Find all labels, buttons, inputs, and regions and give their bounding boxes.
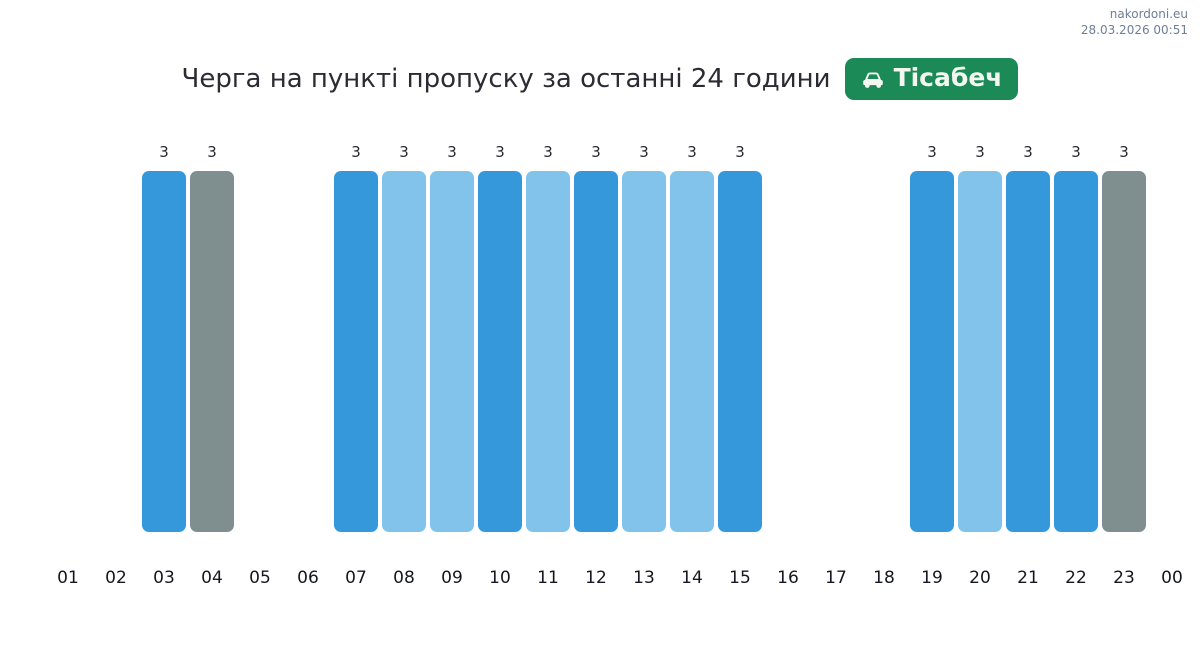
bar-value-03: 3	[159, 143, 169, 161]
bar-value-14: 3	[687, 143, 697, 161]
x-axis-tick-03: 03	[153, 568, 175, 588]
bar-value-23: 3	[1119, 143, 1129, 161]
bar-22[interactable]	[1054, 171, 1098, 532]
bar-07[interactable]	[334, 171, 378, 532]
watermark-site: nakordoni.eu	[1109, 7, 1188, 21]
x-axis-tick-12: 12	[585, 568, 607, 588]
bar-23[interactable]	[1102, 171, 1146, 532]
x-axis-tick-18: 18	[873, 568, 895, 588]
bar-value-22: 3	[1071, 143, 1081, 161]
bar-slot-15: 3 15	[716, 0, 764, 651]
x-axis-tick-01: 01	[57, 568, 79, 588]
bar-value-07: 3	[351, 143, 361, 161]
bar-slot-13: 3 13	[620, 0, 668, 651]
x-axis-tick-06: 06	[297, 568, 319, 588]
bar-slot-22: 3 22	[1052, 0, 1100, 651]
x-axis-tick-20: 20	[969, 568, 991, 588]
bar-04[interactable]	[190, 171, 234, 532]
watermark: nakordoni.eu 28.03.2026 00:51	[1081, 6, 1188, 38]
bar-value-08: 3	[399, 143, 409, 161]
bar-19[interactable]	[910, 171, 954, 532]
bar-slot-05: 05	[236, 0, 284, 651]
bar-slot-08: 3 08	[380, 0, 428, 651]
bar-value-21: 3	[1023, 143, 1033, 161]
bar-13[interactable]	[622, 171, 666, 532]
bar-slot-14: 3 14	[668, 0, 716, 651]
bar-slot-06: 06	[284, 0, 332, 651]
bar-slot-10: 3 10	[476, 0, 524, 651]
x-axis-tick-14: 14	[681, 568, 703, 588]
bar-value-20: 3	[975, 143, 985, 161]
bar-08[interactable]	[382, 171, 426, 532]
bar-value-09: 3	[447, 143, 457, 161]
bar-slot-09: 3 09	[428, 0, 476, 651]
bar-slot-04: 3 04	[188, 0, 236, 651]
bar-slot-18: 18	[860, 0, 908, 651]
bar-14[interactable]	[670, 171, 714, 532]
x-axis-tick-00: 00	[1161, 568, 1183, 588]
bar-15[interactable]	[718, 171, 762, 532]
bar-slot-17: 17	[812, 0, 860, 651]
bar-value-10: 3	[495, 143, 505, 161]
bar-slot-20: 3 20	[956, 0, 1004, 651]
x-axis-tick-17: 17	[825, 568, 847, 588]
bar-09[interactable]	[430, 171, 474, 532]
x-axis-tick-07: 07	[345, 568, 367, 588]
bar-03[interactable]	[142, 171, 186, 532]
bar-slot-02: 02	[92, 0, 140, 651]
x-axis-tick-22: 22	[1065, 568, 1087, 588]
bar-21[interactable]	[1006, 171, 1050, 532]
bar-slot-03: 3 03	[140, 0, 188, 651]
bar-value-04: 3	[207, 143, 217, 161]
bar-value-15: 3	[735, 143, 745, 161]
bar-20[interactable]	[958, 171, 1002, 532]
bar-slot-23: 3 23	[1100, 0, 1148, 651]
checkpoint-badge-label: Тісабеч	[893, 63, 1003, 92]
x-axis-tick-05: 05	[249, 568, 271, 588]
x-axis-tick-02: 02	[105, 568, 127, 588]
chart-header: Черга на пункті пропуску за останні 24 г…	[0, 58, 1200, 100]
bar-slot-07: 3 07	[332, 0, 380, 651]
bar-value-12: 3	[591, 143, 601, 161]
x-axis-tick-21: 21	[1017, 568, 1039, 588]
bar-10[interactable]	[478, 171, 522, 532]
bar-value-11: 3	[543, 143, 553, 161]
x-axis-tick-13: 13	[633, 568, 655, 588]
bar-slot-21: 3 21	[1004, 0, 1052, 651]
bar-slot-00: 00	[1148, 0, 1196, 651]
x-axis-tick-08: 08	[393, 568, 415, 588]
x-axis-tick-04: 04	[201, 568, 223, 588]
bar-slot-12: 3 12	[572, 0, 620, 651]
bar-value-19: 3	[927, 143, 937, 161]
bar-slot-16: 16	[764, 0, 812, 651]
watermark-timestamp: 28.03.2026 00:51	[1080, 23, 1188, 38]
x-axis-tick-11: 11	[537, 568, 559, 588]
car-icon	[859, 69, 887, 89]
x-axis-tick-16: 16	[777, 568, 799, 588]
x-axis-tick-19: 19	[921, 568, 943, 588]
bar-12[interactable]	[574, 171, 618, 532]
bar-slot-01: 01	[44, 0, 92, 651]
bar-slot-19: 3 19	[908, 0, 956, 651]
bar-value-13: 3	[639, 143, 649, 161]
x-axis-tick-15: 15	[729, 568, 751, 588]
x-axis-tick-23: 23	[1113, 568, 1135, 588]
x-axis-tick-10: 10	[489, 568, 511, 588]
checkpoint-badge[interactable]: Тісабеч	[844, 58, 1019, 100]
bar-slot-11: 3 11	[524, 0, 572, 651]
page-title: Черга на пункті пропуску за останні 24 г…	[181, 64, 831, 94]
bar-11[interactable]	[526, 171, 570, 532]
x-axis-tick-09: 09	[441, 568, 463, 588]
